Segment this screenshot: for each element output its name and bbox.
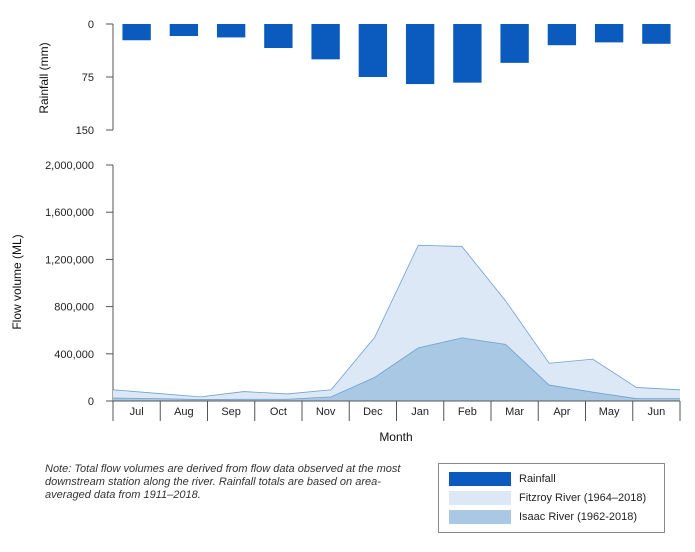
legend: Rainfall Fitzroy River (1964–2018) Isaac…: [438, 463, 665, 533]
flow-tick-label: 2,000,000: [45, 160, 94, 172]
rainfall-bar-jul: [122, 24, 150, 40]
rainfall-bar-apr: [548, 24, 576, 45]
rainfall-y-ticks: 0 75 150: [76, 19, 113, 137]
rainfall-bar-may: [595, 24, 623, 42]
rainfall-axis-title: Rainfall (mm): [37, 42, 51, 113]
rainfall-bar-jan: [406, 24, 434, 84]
flow-tick-label: 0: [88, 396, 94, 408]
x-tick-label-sep: Sep: [221, 406, 241, 418]
rainfall-bar-jun: [642, 24, 670, 44]
x-tick-label-dec: Dec: [363, 406, 383, 418]
flow-y-ticks: 0 400,000 800,000 1,200,000 1,600,000 2,000,0…: [45, 160, 113, 408]
flow-axis-title: Flow volume (ML): [10, 234, 24, 329]
rainfall-bar-mar: [500, 24, 528, 63]
legend-label-fitzroy: Fitzroy River (1964–2018): [519, 492, 646, 504]
x-tick-label-apr: Apr: [553, 406, 570, 418]
x-tick-label-mar: Mar: [505, 406, 524, 418]
flow-tick-label: 400,000: [54, 349, 94, 361]
rainfall-bar-oct: [264, 24, 292, 48]
legend-item-rainfall: Rainfall: [449, 471, 556, 487]
flow-tick-label: 1,600,000: [45, 207, 94, 219]
x-tick-label-aug: Aug: [174, 406, 194, 418]
legend-swatch-fitzroy: [449, 491, 511, 505]
x-tick-label-feb: Feb: [458, 406, 477, 418]
x-tick-label-may: May: [599, 406, 620, 418]
x-axis: Jul Aug Sep Oct Nov Dec Jan Feb Mar Apr May Jun: [113, 401, 680, 421]
x-tick-label-jul: Jul: [130, 406, 144, 418]
chart-note: Note: Total flow volumes are derived fro…: [45, 463, 405, 502]
legend-label-rainfall: Rainfall: [519, 473, 556, 485]
rainfall-bars: [122, 24, 670, 84]
legend-label-isaac: Isaac River (1962-2018): [519, 511, 637, 523]
rainfall-tick-label: 0: [88, 19, 94, 31]
chart-canvas: 0 75 150 0 400,000 800,000 1,200,000 1,600,000…: [0, 0, 695, 460]
x-tick-label-oct: Oct: [270, 406, 287, 418]
x-axis-title: Month: [379, 430, 412, 444]
rainfall-tick-label: 150: [76, 125, 94, 137]
x-tick-label-jun: Jun: [648, 406, 666, 418]
flow-areas: [113, 245, 680, 401]
rainfall-bar-sep: [217, 24, 245, 37]
rainfall-bar-aug: [170, 24, 198, 36]
rainfall-tick-label: 75: [82, 72, 94, 84]
rainfall-bar-dec: [359, 24, 387, 77]
rainfall-bar-feb: [453, 24, 481, 83]
legend-item-isaac: Isaac River (1962-2018): [449, 509, 637, 525]
legend-swatch-isaac: [449, 510, 511, 524]
x-tick-label-nov: Nov: [316, 406, 336, 418]
flow-tick-label: 1,200,000: [45, 254, 94, 266]
legend-item-fitzroy: Fitzroy River (1964–2018): [449, 490, 646, 506]
flow-tick-label: 800,000: [54, 302, 94, 314]
rainfall-bar-nov: [311, 24, 339, 59]
legend-swatch-rainfall: [449, 472, 511, 486]
x-tick-label-jan: Jan: [411, 406, 429, 418]
